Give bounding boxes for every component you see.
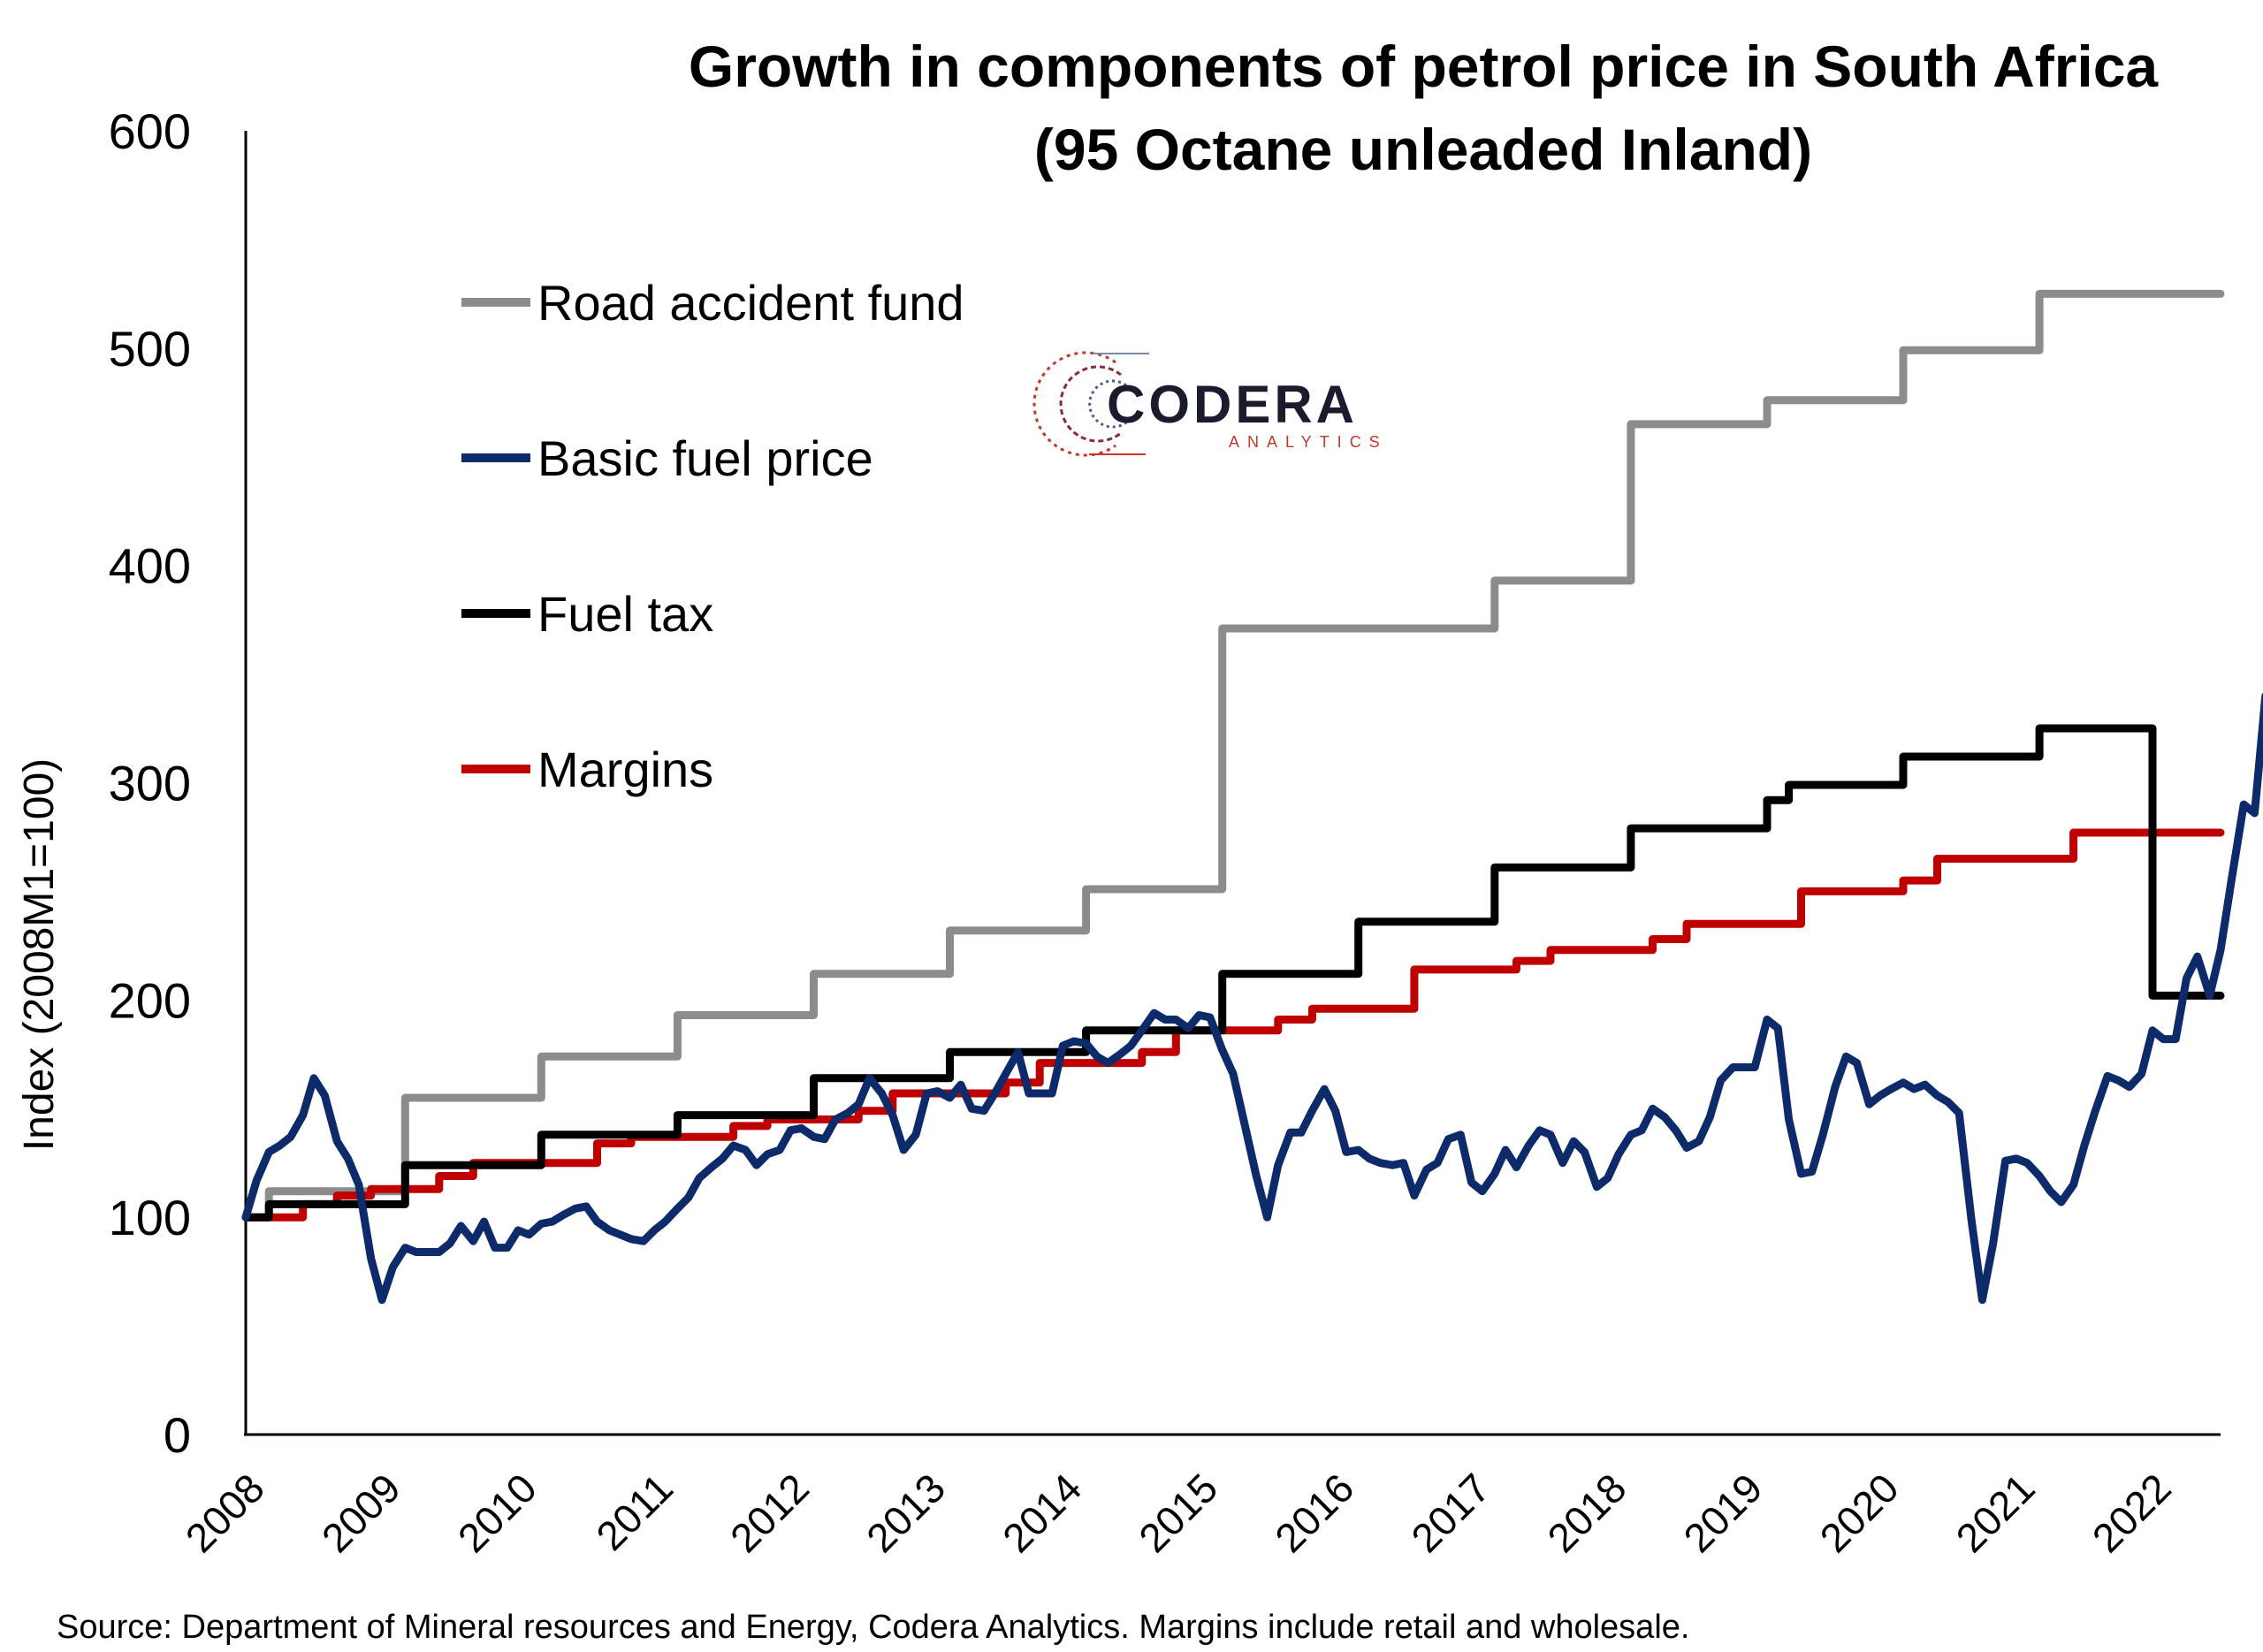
x-tick-label: 2016 [1266, 1465, 1362, 1561]
series-line-basic-fuel-price [241, 692, 2263, 1305]
y-axis-title: Index (2008M1=100) [16, 758, 63, 1151]
legend-item-basic-fuel-price: Basic fuel price [461, 430, 873, 486]
x-tick-label: 2018 [1538, 1465, 1634, 1561]
y-tick-label: 600 [109, 103, 191, 159]
legend-label-road-accident-fund: Road accident fund [537, 275, 964, 331]
x-tick-label: 2014 [994, 1465, 1090, 1561]
series-lines [241, 289, 2263, 1305]
source-note: Source: Department of Mineral resources … [57, 1609, 1689, 1646]
legend-item-margins: Margins [461, 742, 713, 797]
y-tick-label: 0 [164, 1407, 191, 1463]
legend-label-margins: Margins [537, 742, 713, 797]
y-tick-label: 500 [109, 321, 191, 377]
legend-label-basic-fuel-price: Basic fuel price [537, 430, 873, 486]
x-tick-label: 2015 [1130, 1465, 1226, 1561]
x-tick-label: 2012 [721, 1465, 818, 1561]
y-tick-label: 400 [109, 538, 191, 594]
y-tick-label: 200 [109, 972, 191, 1028]
x-tick-label: 2009 [313, 1465, 409, 1561]
x-tick-label: 2017 [1402, 1465, 1498, 1561]
x-tick-label: 2022 [2084, 1465, 2180, 1561]
y-tick-label: 100 [109, 1190, 191, 1245]
x-tick-label: 2019 [1674, 1465, 1771, 1561]
legend-item-road-accident-fund: Road accident fund [461, 275, 964, 331]
x-tick-label: 2020 [1811, 1465, 1908, 1561]
chart-title-line-1: Growth in components of petrol price in … [689, 34, 2160, 99]
legend: Road accident fund Basic fuel price Fuel… [461, 275, 964, 797]
x-tick-label: 2008 [177, 1465, 273, 1561]
legend-label-fuel-tax: Fuel tax [537, 586, 713, 642]
chart-title-line-2: (95 Octane unleaded Inland) [1034, 117, 1812, 182]
series-line-fuel-tax [241, 724, 2225, 1222]
x-tick-label: 2011 [587, 1465, 682, 1559]
x-tick-label: 2010 [449, 1465, 545, 1561]
x-tick-label: 2013 [857, 1465, 954, 1561]
x-tick-label: 2021 [1947, 1465, 2044, 1561]
logo-subtext: ANALYTICS [1229, 433, 1388, 451]
series-line-margins [241, 828, 2225, 1222]
y-tick-label: 300 [109, 756, 191, 811]
series-line-road-accident-fund [241, 289, 2225, 1222]
logo-emblem-icon [1032, 351, 1149, 457]
codera-logo: CODERA ANALYTICS [1032, 351, 1388, 457]
x-tick-labels: 2008 2009 2010 2011 2012 2013 2014 2015 2016 2017… [177, 1465, 2180, 1561]
legend-item-fuel-tax: Fuel tax [461, 586, 713, 642]
y-tick-labels: 0 100 200 300 400 500 600 [109, 103, 191, 1463]
logo-text: CODERA [1107, 375, 1358, 434]
